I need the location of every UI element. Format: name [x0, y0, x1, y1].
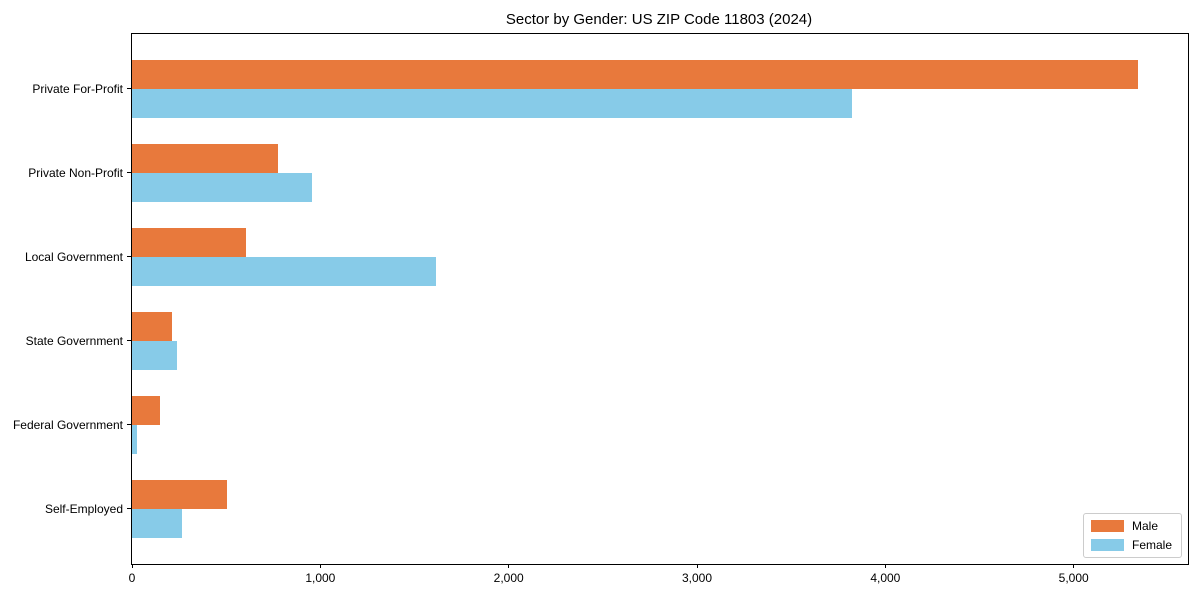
y-tick-label: Federal Government: [12, 418, 123, 432]
x-tick-label: 0: [128, 571, 136, 585]
y-tick-label: Private Non-Profit: [28, 166, 123, 180]
bar-female-1: [132, 173, 312, 202]
bar-male-2: [132, 228, 246, 257]
legend-swatch-male: [1090, 520, 1124, 532]
x-axis-tick: [696, 564, 698, 568]
y-axis-tick: [127, 172, 131, 173]
bar-female-0: [132, 89, 853, 118]
legend: Male Female: [1082, 513, 1182, 558]
bar-female-4: [132, 425, 137, 454]
y-axis-tick: [127, 424, 131, 425]
bar-male-0: [132, 60, 1138, 89]
y-tick-label: State Government: [25, 334, 123, 348]
bar-male-1: [132, 144, 278, 173]
legend-swatch-female: [1090, 539, 1124, 551]
x-axis-tick: [319, 564, 321, 568]
bar-female-5: [132, 509, 182, 538]
x-tick-label: 3,000: [681, 571, 713, 585]
y-tick-label: Local Government: [24, 250, 123, 264]
y-tick-label: Private For-Profit: [32, 82, 123, 96]
bar-male-5: [132, 480, 228, 509]
x-tick-label: 2,000: [493, 571, 524, 585]
plot-area: Male Female Private For-Profit Private Non…: [13, 33, 1189, 585]
x-tick-label: 1,000: [305, 571, 336, 585]
bar-male-3: [132, 312, 172, 341]
x-tick-label: 4,000: [870, 571, 901, 585]
legend-item-female: Female: [1090, 538, 1172, 552]
x-tick-label: 5,000: [1058, 571, 1089, 585]
y-axis-tick: [127, 256, 131, 257]
y-axis-tick: [127, 340, 131, 341]
x-axis-tick: [131, 564, 133, 568]
y-axis-tick: [127, 88, 131, 89]
legend-item-male: Male: [1090, 519, 1172, 533]
bar-female-3: [132, 341, 178, 370]
legend-label: Male: [1131, 519, 1158, 533]
y-axis-tick: [127, 508, 131, 509]
y-tick-label: Self-Employed: [44, 502, 123, 516]
bar-female-2: [132, 257, 437, 286]
bar-male-4: [132, 396, 161, 425]
x-axis-tick: [1073, 564, 1075, 568]
chart-title: Sector by Gender: US ZIP Code 11803 (202…: [505, 11, 813, 28]
x-axis-tick: [884, 564, 886, 568]
x-axis-tick: [508, 564, 510, 568]
legend-label: Female: [1131, 538, 1172, 552]
